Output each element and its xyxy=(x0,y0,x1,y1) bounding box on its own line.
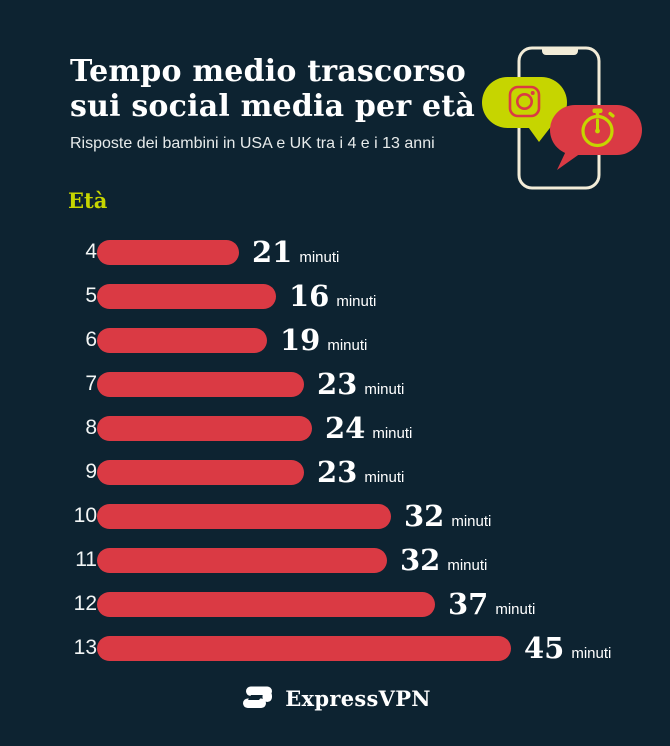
value-unit: minuti xyxy=(364,468,405,486)
value-label: 32 minuti xyxy=(400,542,488,577)
footer: ExpressVPN xyxy=(0,683,670,713)
bar-chart: 4 21 minuti 5 16 minuti 6 19 minuti 7 23 minuti 8 24 m… xyxy=(0,230,670,670)
value-number: 37 xyxy=(448,586,489,621)
value-number: 19 xyxy=(280,322,321,357)
page-title: Tempo medio trascorso sui social media pe… xyxy=(70,54,475,124)
page-subtitle: Risposte dei bambini in USA e UK tra i 4… xyxy=(70,135,435,152)
value-label: 19 minuti xyxy=(280,322,368,357)
value-unit: minuti xyxy=(495,600,536,618)
bar xyxy=(97,327,267,353)
bar xyxy=(97,547,387,573)
chart-row: 5 16 minuti xyxy=(0,274,670,318)
age-label: 4 xyxy=(85,240,97,263)
value-number: 32 xyxy=(400,542,441,577)
expressvpn-logo-icon xyxy=(243,686,273,708)
value-number: 45 xyxy=(524,630,565,665)
chart-row: 10 32 minuti xyxy=(0,494,670,538)
value-label: 16 minuti xyxy=(289,278,377,313)
chart-row: 13 45 minuti xyxy=(0,626,670,670)
value-number: 16 xyxy=(289,278,330,313)
value-number: 21 xyxy=(252,234,293,269)
phone-notch xyxy=(542,47,578,55)
value-number: 23 xyxy=(317,366,358,401)
age-label: 9 xyxy=(85,460,97,483)
value-label: 23 minuti xyxy=(317,366,405,401)
age-label: 10 xyxy=(73,504,97,527)
value-unit: minuti xyxy=(364,380,405,398)
phone-social-illustration xyxy=(482,46,642,190)
value-label: 45 minuti xyxy=(524,630,612,665)
stopwatch-icon xyxy=(581,108,615,148)
value-unit: minuti xyxy=(451,512,492,530)
age-label: 11 xyxy=(75,548,97,571)
age-label: 12 xyxy=(73,592,97,615)
value-label: 37 minuti xyxy=(448,586,536,621)
value-number: 24 xyxy=(325,410,366,445)
age-label: 6 xyxy=(85,328,97,351)
chart-row: 4 21 minuti xyxy=(0,230,670,274)
age-label: 8 xyxy=(85,416,97,439)
chart-row: 6 19 minuti xyxy=(0,318,670,362)
value-unit: minuti xyxy=(372,424,413,442)
value-number: 32 xyxy=(404,498,445,533)
bar xyxy=(97,635,511,661)
bar xyxy=(97,239,239,265)
chart-row: 7 23 minuti xyxy=(0,362,670,406)
value-label: 32 minuti xyxy=(404,498,492,533)
value-unit: minuti xyxy=(327,336,368,354)
value-number: 23 xyxy=(317,454,358,489)
value-unit: minuti xyxy=(336,292,377,310)
brand-name: ExpressVPN xyxy=(285,685,431,711)
speech-bubble-red xyxy=(550,105,642,170)
age-label: 7 xyxy=(85,372,97,395)
bar xyxy=(97,459,304,485)
speech-bubble-yellow xyxy=(482,77,567,142)
chart-row: 11 32 minuti xyxy=(0,538,670,582)
bar xyxy=(97,283,276,309)
value-label: 24 minuti xyxy=(325,410,413,445)
bar xyxy=(97,591,435,617)
age-label: 5 xyxy=(85,284,97,307)
chart-row: 12 37 minuti xyxy=(0,582,670,626)
instagram-icon xyxy=(508,85,541,118)
value-unit: minuti xyxy=(447,556,488,574)
chart-row: 9 23 minuti xyxy=(0,450,670,494)
value-unit: minuti xyxy=(299,248,340,266)
chart-row: 8 24 minuti xyxy=(0,406,670,450)
title-line-2: sui social media per età xyxy=(70,89,475,124)
bar xyxy=(97,371,304,397)
value-label: 21 minuti xyxy=(252,234,340,269)
bar xyxy=(97,503,391,529)
age-label: 13 xyxy=(73,636,97,659)
value-label: 23 minuti xyxy=(317,454,405,489)
title-line-1: Tempo medio trascorso xyxy=(70,54,466,89)
bar xyxy=(97,415,312,441)
age-axis-label: Età xyxy=(68,188,108,213)
value-unit: minuti xyxy=(571,644,612,662)
